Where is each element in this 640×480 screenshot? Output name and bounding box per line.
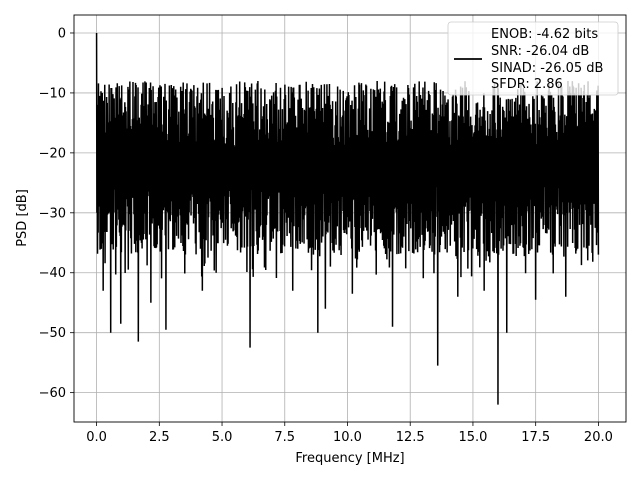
legend-line-enob: ENOB: -4.62 bits bbox=[491, 27, 598, 42]
x-tick-label: 17.5 bbox=[521, 430, 550, 445]
y-tick-label: −30 bbox=[39, 206, 66, 221]
x-tick-label: 10.0 bbox=[333, 430, 362, 445]
y-axis-label: PSD [dB] bbox=[15, 189, 30, 247]
y-axis-ticks: 0 −10 −20 −30 −40 −50 −60 bbox=[39, 26, 74, 401]
psd-trace bbox=[95, 32, 600, 405]
y-tick-label: −40 bbox=[39, 266, 66, 281]
plot-area bbox=[95, 32, 600, 405]
y-tick-label: 0 bbox=[58, 26, 66, 41]
x-axis-ticks: 0.0 2.5 5.0 7.5 10.0 12.5 15.0 17.5 20.0 bbox=[86, 422, 613, 445]
y-tick-label: −60 bbox=[39, 386, 66, 401]
x-tick-label: 5.0 bbox=[212, 430, 233, 445]
legend-box bbox=[447, 21, 619, 96]
x-tick-label: 15.0 bbox=[458, 430, 487, 445]
y-tick-label: −10 bbox=[39, 86, 66, 101]
x-tick-label: 7.5 bbox=[274, 430, 295, 445]
x-tick-label: 2.5 bbox=[149, 430, 170, 445]
x-tick-label: 0.0 bbox=[86, 430, 107, 445]
x-tick-label: 20.0 bbox=[584, 430, 613, 445]
x-axis-label: Frequency [MHz] bbox=[295, 451, 404, 466]
legend-line-sinad: SINAD: -26.05 dB bbox=[491, 61, 603, 76]
legend-line-sfdr: SFDR: 2.86 bbox=[491, 77, 563, 92]
y-tick-label: −50 bbox=[39, 326, 66, 341]
legend: ENOB: -4.62 bits SNR: -26.04 dB SINAD: -… bbox=[447, 21, 619, 96]
x-tick-label: 12.5 bbox=[396, 430, 425, 445]
axes-frame bbox=[73, 14, 627, 423]
y-tick-label: −20 bbox=[39, 146, 66, 161]
legend-line-snr: SNR: -26.04 dB bbox=[491, 44, 589, 59]
